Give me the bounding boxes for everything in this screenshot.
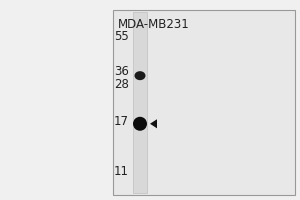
Text: 36: 36 — [114, 65, 129, 78]
Bar — [113, 10, 295, 195]
Polygon shape — [150, 119, 157, 128]
Ellipse shape — [133, 117, 147, 131]
Text: 55: 55 — [114, 30, 129, 43]
Text: 11: 11 — [114, 165, 129, 178]
Text: 28: 28 — [114, 78, 129, 91]
Bar — [133, 12, 147, 193]
Ellipse shape — [134, 71, 146, 80]
Text: MDA-MB231: MDA-MB231 — [118, 18, 190, 31]
Text: 17: 17 — [114, 115, 129, 128]
